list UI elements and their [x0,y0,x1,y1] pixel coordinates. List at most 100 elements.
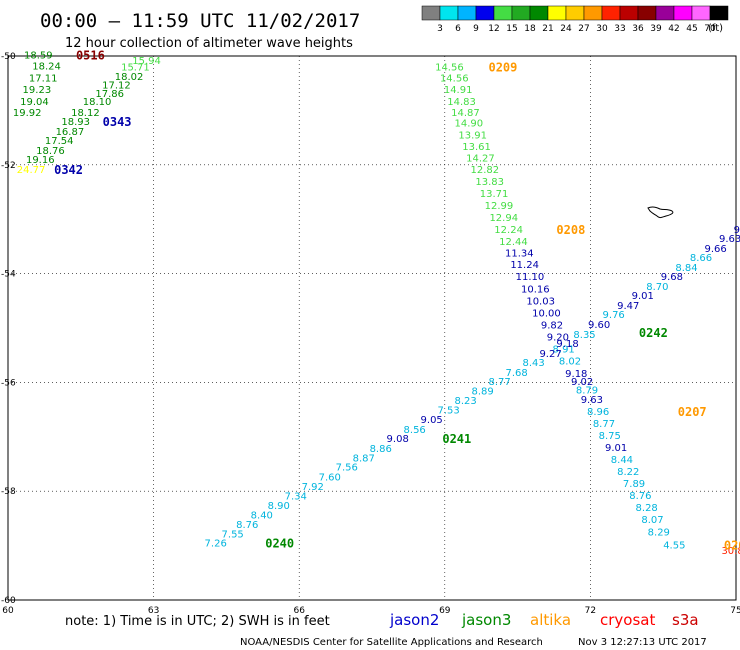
wave-height-label: 14.91 [444,85,473,96]
legend-tick-label: 70 [704,24,716,34]
wave-height-label: 9.27 [539,349,561,360]
plot-frame [7,55,737,601]
legend-swatch [421,5,441,21]
satellite-name: jason2 [389,611,439,629]
wave-height-label: 9.47 [617,301,639,312]
legend-tick-label: 15 [506,24,517,34]
wave-height-label: 10.16 [521,285,550,296]
legend-tick-label: 45 [686,24,697,34]
wave-height-label: 14.83 [447,97,476,108]
pass-time-label: 0240 [265,537,294,551]
legend-tick-label: 42 [668,24,679,34]
wave-height-label: 8.44 [611,455,633,466]
longitude-tick-label: 60 [2,606,14,616]
wave-height-label: 9.63 [581,395,603,406]
wave-height-label: 14.27 [466,154,495,165]
legend-tick-label: 6 [455,24,461,34]
pass-time-label: 0342 [54,163,83,177]
wave-height-label: 15.94 [132,56,161,67]
longitude-tick-label: 63 [148,606,159,616]
wave-height-label: 8.43 [522,358,544,369]
wave-height-label: 13.61 [462,142,491,153]
wave-height-label: 14.56 [440,74,469,85]
wave-height-label: 8.70 [646,282,668,293]
wave-height-label: 9.08 [387,434,409,445]
longitude-tick-label: 72 [585,606,596,616]
wave-height-label: 8.77 [593,419,615,430]
page-title: 00:00 – 11:59 UTC 11/02/2017 [40,10,360,32]
legend-swatch [601,5,621,21]
wave-height-label: 19.16 [26,155,55,166]
legend-tick-label: 3 [437,24,443,34]
wave-height-label: 17.54 [45,136,74,147]
wave-height-label: 8.87 [353,453,375,464]
wave-height-label: 19.92 [13,108,42,119]
wave-height-label: 9.01 [632,291,654,302]
legend-swatch [439,5,459,21]
legend-tick-label: 24 [560,24,572,34]
wave-height-legend: 3 6 9 12 15 18 21 24 27 30 33 36 39 42 45 70 [421,5,729,34]
pass-time-label: 0516 [76,49,105,63]
wave-height-label: 8.89 [471,386,493,397]
wave-height-label: 18.02 [115,72,144,83]
wave-height-label: 13.91 [458,131,487,142]
wave-height-label: 17.12 [102,81,131,92]
wave-height-label: 12.24 [494,225,523,236]
wave-height-label: 9.63 [719,234,740,245]
wave-height-label: 8.56 [404,425,426,436]
wave-height-label: 4.55 [663,540,685,551]
wave-height-label: 8.77 [488,377,510,388]
wave-height-label: 7.68 [505,368,527,379]
latitude-tick-labels: -50 -52 -54 -56 -58 -60 [1,52,16,606]
wave-height-label: 8.29 [648,527,670,538]
legend-tick-label: 39 [650,24,662,34]
wave-height-label: 14.90 [455,119,484,130]
legend-swatch [583,5,603,21]
legend-swatch [637,5,657,21]
wave-height-label: 9.76 [603,310,625,321]
wave-height-label: 8.90 [268,501,290,512]
wave-height-label: 18.76 [36,146,65,157]
satellite-name: jason3 [461,611,511,629]
wave-height-label: 9.66 [704,244,726,255]
wave-height-label: 8.40 [251,510,273,521]
legend-tick-label: 18 [524,24,536,34]
wave-height-label: 19.23 [23,85,52,96]
legend-swatch [511,5,531,21]
wave-height-label: 7.26 [205,539,227,550]
wave-height-label: 9.18 [565,369,587,380]
wave-height-label: 7.53 [438,405,460,416]
latitude-tick-label: -52 [1,161,16,171]
longitude-tick-label: 66 [293,606,305,616]
wave-height-label: 8.84 [675,263,697,274]
wave-height-label: 7.55 [222,529,244,540]
wave-height-label: 9.82 [541,321,563,332]
wave-height-label: 16.87 [56,127,85,138]
wave-height-label: 17.86 [95,89,124,100]
legend-tick-label: 30 [596,24,608,34]
wave-height-label: 14.87 [451,108,480,119]
wave-height-label: 8.76 [236,520,258,531]
wave-height-label: 8.02 [559,356,581,367]
footer-credit: NOAA/NESDIS Center for Satellite Applica… [240,637,543,648]
wave-height-label: 9.02 [571,377,593,388]
wave-height-label: 19.04 [20,97,49,108]
legend-swatch [475,5,495,21]
pass-time-label: 0343 [103,115,132,129]
pass-time-labels: 0516 0343 0342 0209 0208 0242 0207 0241 0240 0206… [54,49,740,553]
legend-unit: (ft) [708,23,723,34]
wave-height-label: 17.11 [29,74,58,85]
pass-time-label: 0242 [639,326,668,340]
heard-island-outline [647,206,674,219]
longitude-tick-labels: 60 63 66 69 72 75 [2,606,740,616]
wave-height-label: 18.59 [24,51,53,62]
wave-height-labels: 18.59 15.94 18.24 15.71 17.11 18.02 19.23 17.12… [13,51,740,557]
wave-height-label: 15.71 [121,63,150,74]
legend-tick-label: 21 [542,24,553,34]
wave-height-label: 8.96 [587,407,609,418]
wave-height-label: 13.71 [480,189,509,200]
wave-height-label: 8.66 [690,253,712,264]
wave-height-label: 8.79 [576,385,598,396]
footer-timestamp: Nov 3 12:27:13 UTC 2017 [578,637,707,648]
wave-height-label: 7.92 [302,482,324,493]
